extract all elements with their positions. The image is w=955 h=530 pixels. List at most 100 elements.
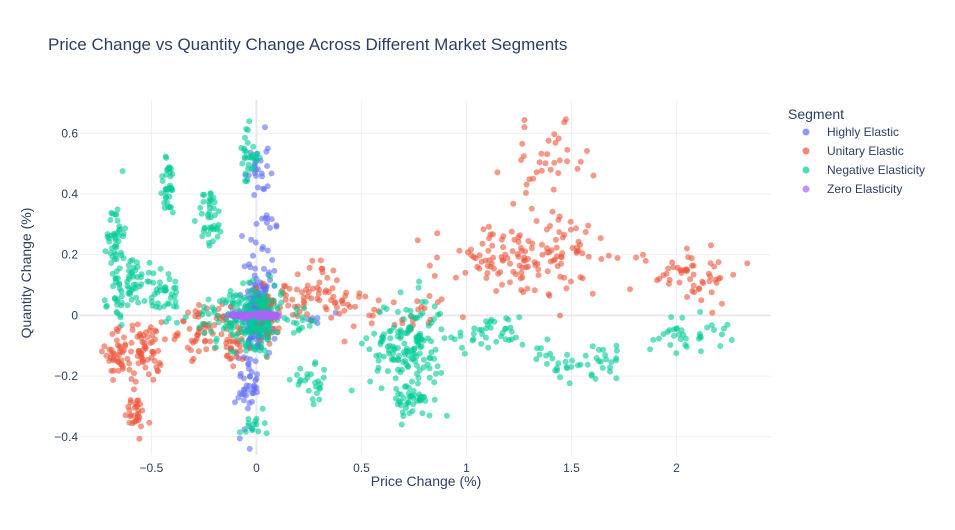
data-point (428, 349, 435, 356)
data-point (163, 194, 169, 201)
data-point (528, 245, 535, 252)
data-point (264, 299, 271, 306)
data-point (265, 336, 272, 343)
data-point (426, 412, 433, 419)
data-point (478, 340, 485, 347)
data-point (508, 336, 515, 343)
data-point (522, 248, 529, 255)
data-point (247, 373, 253, 380)
data-point (405, 326, 412, 333)
legend-marker-unitary-elastic (802, 147, 810, 155)
data-point (281, 315, 288, 322)
data-point (119, 168, 126, 175)
data-point (314, 284, 321, 291)
data-point (532, 262, 539, 269)
data-point (544, 268, 551, 275)
data-point (669, 259, 676, 266)
data-point (133, 259, 140, 266)
data-point (174, 319, 180, 326)
data-point (322, 304, 329, 311)
data-point (294, 271, 301, 278)
data-point (143, 329, 150, 336)
data-point (489, 242, 496, 249)
data-point (431, 396, 438, 403)
data-point (505, 316, 512, 323)
data-point (236, 435, 243, 442)
data-point (156, 279, 163, 286)
data-point (201, 224, 208, 231)
data-point (126, 360, 133, 367)
data-point (500, 233, 507, 240)
data-point (543, 360, 550, 367)
legend-item-negative-elasticity[interactable]: Negative Elasticity (802, 163, 926, 177)
data-point (518, 244, 524, 251)
data-point (124, 302, 131, 309)
data-point (590, 172, 597, 179)
data-point (564, 365, 571, 372)
data-point (150, 270, 157, 277)
data-point (433, 370, 439, 377)
data-point (167, 173, 174, 180)
data-point (396, 352, 402, 359)
data-point (129, 420, 136, 427)
data-point (613, 357, 619, 364)
x-tick-label: 2 (673, 461, 680, 475)
data-point (368, 320, 375, 327)
data-point (431, 379, 438, 386)
data-point (260, 185, 267, 192)
data-point (255, 428, 262, 435)
data-point (237, 342, 243, 349)
data-point (243, 340, 249, 347)
data-point (252, 265, 259, 272)
data-point (167, 204, 173, 210)
data-point (243, 347, 250, 354)
data-point (521, 117, 528, 123)
data-point (518, 157, 525, 163)
data-point (261, 347, 268, 354)
data-point (110, 377, 117, 383)
data-point (509, 248, 516, 255)
data-point (574, 165, 581, 172)
legend-item-highly-elastic[interactable]: Highly Elastic (802, 125, 900, 139)
data-point (317, 257, 324, 264)
data-point (395, 329, 402, 335)
data-point (650, 336, 657, 343)
data-point (403, 306, 410, 313)
data-point (398, 421, 405, 428)
data-point (303, 286, 309, 293)
data-point (328, 297, 335, 304)
data-point (116, 343, 123, 350)
data-point (264, 183, 271, 190)
data-point (158, 190, 165, 197)
data-point (518, 287, 525, 293)
data-point (191, 218, 198, 224)
data-point (262, 124, 268, 131)
data-point (547, 258, 554, 265)
data-point (247, 264, 254, 271)
data-point (276, 313, 283, 319)
data-point (108, 367, 115, 374)
legend-item-unitary-elastic[interactable]: Unitary Elastic (802, 144, 904, 158)
data-point (127, 397, 134, 403)
data-point (230, 363, 237, 370)
data-point (744, 260, 751, 267)
data-point (665, 280, 672, 287)
data-point (597, 358, 604, 365)
data-point (232, 338, 239, 345)
data-point (245, 161, 252, 168)
data-point (434, 363, 441, 370)
data-point (536, 159, 543, 166)
data-point (245, 420, 252, 427)
data-point (633, 254, 640, 261)
data-point (124, 355, 131, 362)
data-point (392, 395, 399, 402)
data-point (141, 339, 148, 346)
data-point (145, 371, 152, 378)
data-point (304, 293, 311, 300)
data-point (448, 334, 455, 341)
data-point (508, 228, 515, 235)
legend-item-zero-elasticity[interactable]: Zero Elasticity (802, 182, 903, 196)
data-point (708, 242, 714, 249)
data-point (242, 178, 249, 184)
data-point (401, 340, 408, 347)
